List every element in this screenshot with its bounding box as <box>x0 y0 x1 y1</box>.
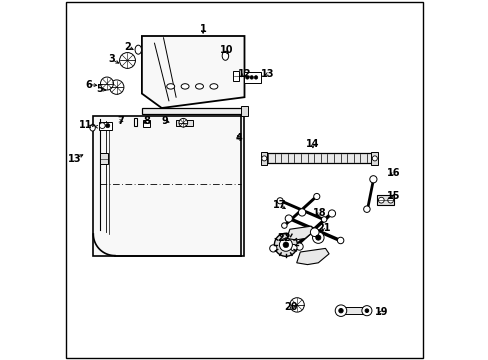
Circle shape <box>310 228 318 237</box>
Polygon shape <box>286 226 314 240</box>
Bar <box>133 118 137 126</box>
Circle shape <box>315 235 320 240</box>
Bar <box>340 307 366 314</box>
Text: 9: 9 <box>161 116 167 126</box>
Ellipse shape <box>181 84 189 89</box>
Circle shape <box>179 118 187 127</box>
Bar <box>376 195 393 205</box>
Text: 3: 3 <box>108 54 115 64</box>
Circle shape <box>378 197 384 203</box>
Text: 21: 21 <box>316 222 330 233</box>
Circle shape <box>338 309 343 313</box>
Polygon shape <box>296 248 328 265</box>
Text: 13: 13 <box>68 154 81 164</box>
Circle shape <box>335 305 346 316</box>
Text: 22: 22 <box>277 233 290 243</box>
Text: 6: 6 <box>85 80 92 90</box>
Circle shape <box>298 209 305 216</box>
Text: 7: 7 <box>117 116 123 126</box>
Ellipse shape <box>90 125 95 131</box>
Circle shape <box>328 210 335 217</box>
Circle shape <box>371 156 377 161</box>
Circle shape <box>289 298 304 312</box>
Circle shape <box>369 176 376 183</box>
Polygon shape <box>241 106 247 116</box>
Circle shape <box>321 217 326 222</box>
Text: 8: 8 <box>143 116 150 126</box>
Circle shape <box>283 242 288 248</box>
Bar <box>176 120 193 126</box>
Polygon shape <box>142 108 244 114</box>
Text: 1: 1 <box>199 24 206 34</box>
Text: 10: 10 <box>219 45 233 55</box>
Ellipse shape <box>195 84 203 89</box>
Text: 17: 17 <box>272 200 286 210</box>
Circle shape <box>274 233 297 256</box>
Circle shape <box>290 244 296 251</box>
Circle shape <box>363 206 369 212</box>
Circle shape <box>105 123 110 128</box>
Circle shape <box>295 243 303 250</box>
Circle shape <box>279 238 292 251</box>
Circle shape <box>249 76 253 79</box>
Text: 13: 13 <box>261 69 274 79</box>
Text: 5: 5 <box>96 84 103 94</box>
Bar <box>370 152 377 165</box>
Circle shape <box>285 215 292 222</box>
Text: 20: 20 <box>284 302 298 312</box>
Text: 14: 14 <box>305 139 319 149</box>
Circle shape <box>109 80 123 94</box>
Bar <box>232 71 239 81</box>
Ellipse shape <box>166 84 174 89</box>
Circle shape <box>281 223 286 228</box>
Ellipse shape <box>222 51 228 60</box>
Bar <box>261 152 266 165</box>
Circle shape <box>337 237 343 244</box>
Text: 16: 16 <box>386 168 400 178</box>
Polygon shape <box>142 36 244 108</box>
Circle shape <box>101 77 113 90</box>
Circle shape <box>254 76 257 79</box>
Polygon shape <box>92 116 244 256</box>
Circle shape <box>99 123 105 129</box>
Circle shape <box>365 309 368 312</box>
Text: 15: 15 <box>386 191 400 201</box>
Bar <box>142 120 150 127</box>
Circle shape <box>245 76 249 79</box>
Bar <box>244 72 260 83</box>
Text: 19: 19 <box>374 307 387 318</box>
Circle shape <box>269 245 276 252</box>
Circle shape <box>261 156 266 161</box>
Circle shape <box>313 193 319 199</box>
Bar <box>264 153 373 163</box>
Ellipse shape <box>209 84 218 89</box>
Circle shape <box>276 198 283 204</box>
Text: 11: 11 <box>79 120 93 130</box>
Text: 2: 2 <box>124 42 131 52</box>
Circle shape <box>387 197 393 203</box>
Bar <box>99 122 112 130</box>
Text: 12: 12 <box>237 69 251 79</box>
Circle shape <box>361 306 371 316</box>
Ellipse shape <box>135 45 141 54</box>
Text: 4: 4 <box>235 132 242 143</box>
Text: 18: 18 <box>313 208 326 218</box>
Circle shape <box>120 53 135 68</box>
Circle shape <box>312 232 324 243</box>
Bar <box>101 153 108 164</box>
